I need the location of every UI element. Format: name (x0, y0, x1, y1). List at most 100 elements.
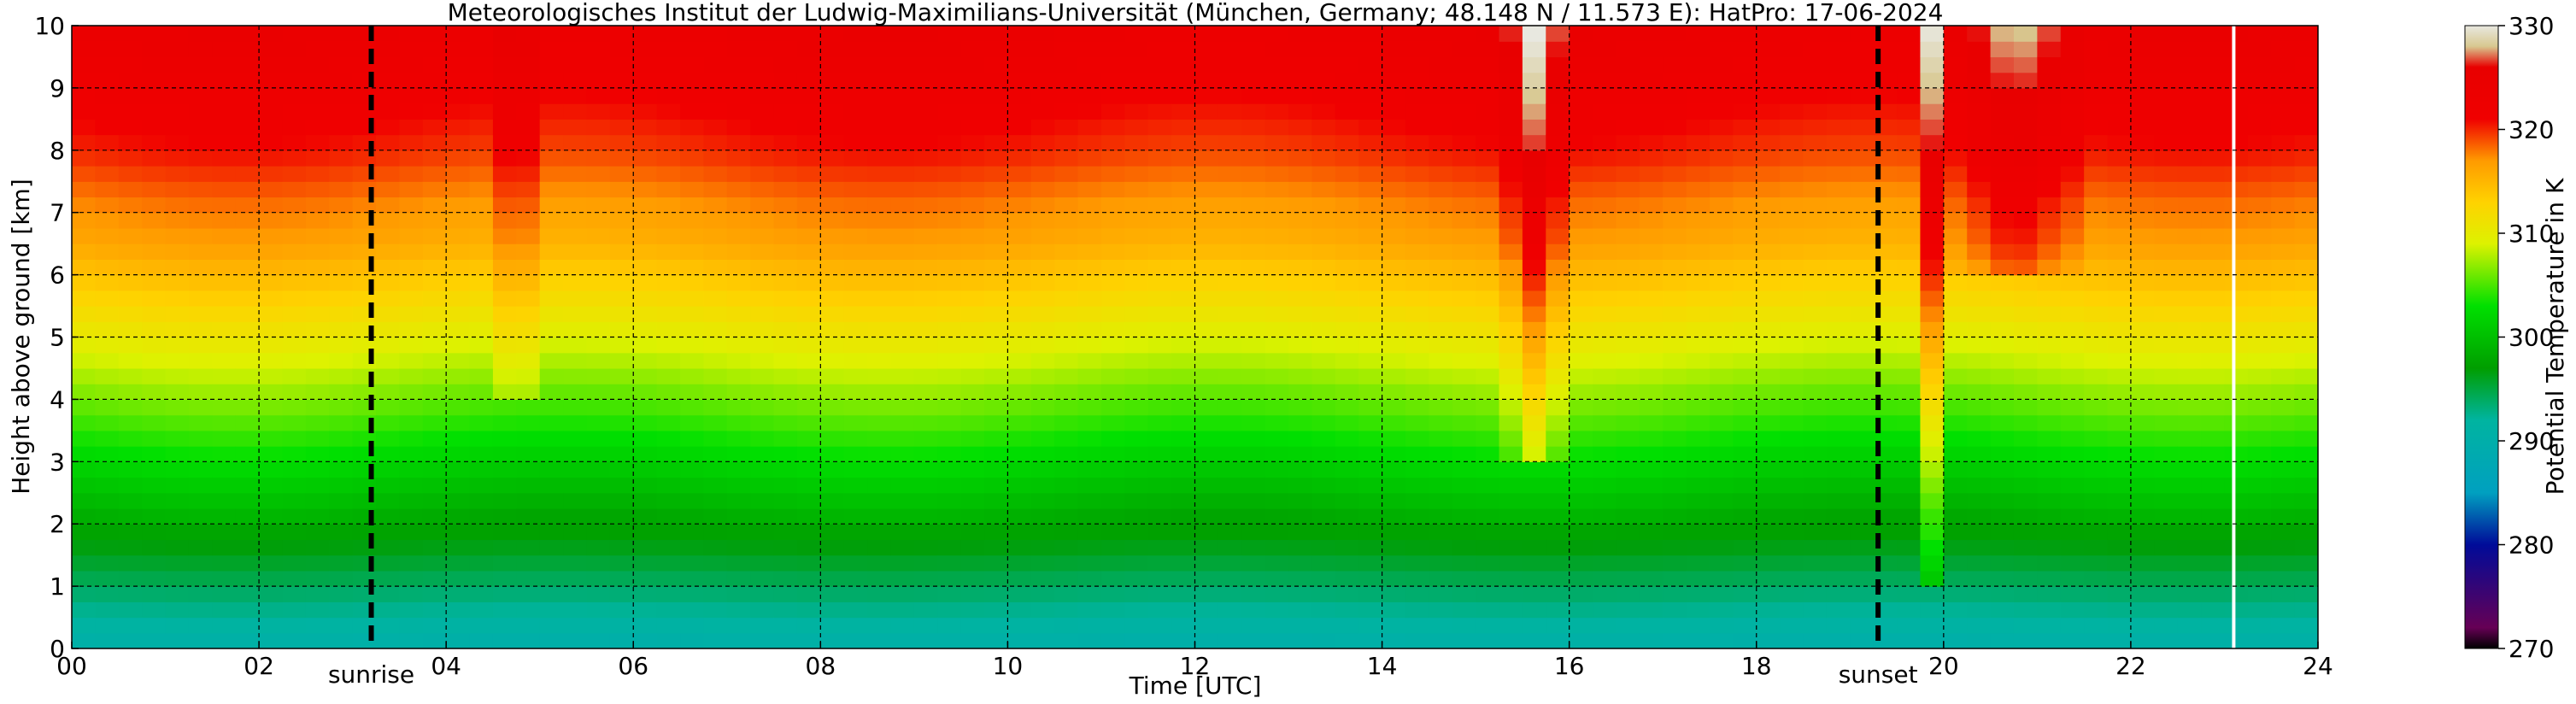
heatmap-cell (1007, 632, 1032, 648)
heatmap-cell (796, 632, 821, 648)
heatmap-cell (188, 181, 213, 198)
x-tick-label: 12 (1180, 652, 1211, 680)
heatmap-cell (1709, 632, 1734, 648)
heatmap-cell (95, 290, 120, 307)
heatmap-cell (2084, 477, 2109, 494)
heatmap-cell (750, 384, 775, 400)
heatmap-cell (188, 87, 213, 104)
heatmap-cell (539, 337, 564, 354)
heatmap-cell (1077, 492, 1102, 509)
heatmap-cell (913, 461, 938, 478)
heatmap-cell (188, 41, 213, 58)
heatmap-cell (72, 243, 96, 260)
heatmap-cell (329, 306, 354, 322)
heatmap-cell (1030, 367, 1055, 384)
heatmap-cell (1288, 414, 1313, 431)
heatmap-cell (2084, 259, 2109, 276)
heatmap-cell (235, 134, 260, 151)
heatmap-cell (726, 617, 751, 634)
heatmap-cell (984, 570, 1009, 587)
heatmap-cell (1405, 119, 1429, 136)
heatmap-cell (2107, 570, 2132, 587)
heatmap-cell (2154, 103, 2179, 120)
heatmap-cell (820, 446, 845, 462)
heatmap-cell (1194, 321, 1219, 338)
heatmap-cell (1171, 586, 1196, 602)
heatmap-cell (1780, 477, 1804, 494)
heatmap-cell (2201, 477, 2226, 494)
heatmap-cell (1920, 337, 1945, 354)
heatmap-cell (446, 586, 471, 602)
heatmap-cell (2224, 274, 2249, 291)
heatmap-cell (1429, 274, 1453, 291)
heatmap-cell (1007, 367, 1032, 384)
heatmap-cell (2271, 274, 2296, 291)
heatmap-cell (1850, 41, 1875, 58)
heatmap-cell (2084, 26, 2109, 42)
heatmap-cell (960, 56, 985, 73)
heatmap-cell (563, 352, 588, 369)
heatmap-cell (1943, 337, 1968, 354)
heatmap-cell (750, 617, 775, 634)
heatmap-cell (1382, 306, 1406, 322)
heatmap-cell (2013, 321, 2038, 338)
heatmap-cell (1429, 384, 1453, 400)
heatmap-cell (1826, 181, 1851, 198)
heatmap-cell (1405, 337, 1429, 354)
heatmap-cell (516, 570, 541, 587)
heatmap-cell (1616, 26, 1640, 42)
heatmap-cell (1007, 72, 1032, 89)
heatmap-cell (259, 461, 284, 478)
heatmap-cell (259, 337, 284, 354)
heatmap-cell (212, 243, 237, 260)
heatmap-cell (95, 103, 120, 120)
heatmap-cell (937, 134, 962, 151)
heatmap-cell (1311, 539, 1336, 556)
heatmap-cell (305, 554, 330, 572)
heatmap-cell (1616, 399, 1640, 416)
heatmap-cell (1476, 181, 1500, 198)
heatmap-cell (1990, 197, 2015, 214)
heatmap-cell (2247, 72, 2272, 89)
heatmap-cell (1569, 306, 1593, 322)
heatmap-cell (329, 290, 354, 307)
heatmap-cell (1850, 259, 1875, 276)
heatmap-cell (726, 539, 751, 556)
heatmap-cell (2247, 399, 2272, 416)
heatmap-cell (1054, 26, 1079, 42)
event-label: sunrise (328, 660, 414, 689)
heatmap-cell (1147, 430, 1172, 447)
heatmap-cell (680, 134, 705, 151)
heatmap-cell (539, 119, 564, 136)
heatmap-cell (633, 461, 658, 478)
heatmap-cell (1780, 119, 1804, 136)
heatmap-cell (1686, 352, 1710, 369)
heatmap-cell (2224, 306, 2249, 322)
heatmap-cell (1241, 103, 1266, 120)
heatmap-cell (796, 166, 821, 182)
heatmap-cell (1358, 492, 1383, 509)
heatmap-cell (1850, 181, 1875, 198)
heatmap-cell (329, 617, 354, 634)
y-tick-label: 10 (34, 12, 65, 40)
heatmap-cell (2060, 227, 2085, 244)
heatmap-cell (446, 166, 471, 182)
heatmap-cell (1546, 384, 1570, 400)
heatmap-cell (1663, 274, 1687, 291)
colorbar (2464, 25, 2499, 649)
heatmap-cell (212, 570, 237, 587)
heatmap-cell (1194, 477, 1219, 494)
heatmap-cell (1147, 166, 1172, 182)
heatmap-cell (563, 72, 588, 89)
heatmap-cell (1663, 367, 1687, 384)
heatmap-cell (1171, 554, 1196, 572)
heatmap-cell (1826, 306, 1851, 322)
heatmap-cell (1100, 632, 1125, 648)
heatmap-cell (446, 227, 471, 244)
heatmap-cell (1780, 259, 1804, 276)
heatmap-cell (1803, 507, 1828, 525)
heatmap-cell (586, 554, 611, 572)
heatmap-cell (633, 166, 658, 182)
heatmap-cell (680, 72, 705, 89)
heatmap-cell (212, 399, 237, 416)
